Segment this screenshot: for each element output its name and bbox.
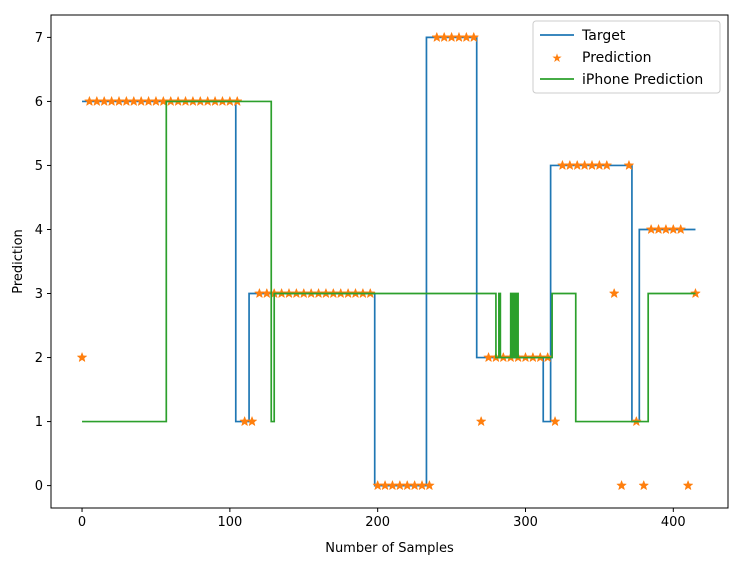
data-point-prediction [682,479,694,491]
data-point-prediction [638,479,650,491]
legend-label-target: Target [581,28,626,44]
x-tick-label: 400 [661,515,686,530]
x-tick-label: 300 [513,515,538,530]
legend-label-prediction: Prediction [582,50,652,66]
data-point-prediction [549,415,561,427]
y-tick-label: 7 [35,31,43,46]
data-point-prediction [601,159,613,171]
data-point-prediction [246,415,258,427]
data-point-prediction [675,223,687,235]
x-axis-label: Number of Samples [325,541,454,556]
x-tick-label: 100 [217,515,242,530]
y-tick-label: 2 [35,351,43,366]
series-line-target [82,36,696,487]
data-point-prediction [690,287,701,299]
legend-box [532,20,721,94]
y-tick-label: 4 [35,223,43,238]
x-tick-label: 0 [78,515,86,530]
series-layer [76,31,701,491]
data-point-prediction [76,351,88,363]
legend-swatch-prediction: ★ [552,51,563,65]
y-axis-ticks: 0 1 2 3 4 5 6 7 [35,31,51,494]
y-tick-label: 1 [35,415,43,430]
x-tick-label: 200 [365,515,390,530]
data-point-prediction [468,31,480,43]
data-point-prediction [475,415,487,427]
y-tick-label: 0 [35,479,43,494]
data-point-prediction [616,479,628,491]
data-point-prediction [608,287,620,299]
x-axis-ticks: 0 100 200 300 400 [78,508,686,530]
data-point-prediction [423,479,435,491]
legend: Target ★ Prediction iPhone Prediction [532,20,721,94]
data-point-prediction [623,159,635,171]
y-tick-label: 6 [35,95,43,110]
y-tick-label: 3 [35,287,43,302]
y-tick-label: 5 [35,159,43,174]
plot-frame [50,14,729,509]
y-axis-label: Prediction [11,229,26,294]
series-line-iphone-prediction [82,100,696,423]
legend-label-iphone: iPhone Prediction [582,72,703,88]
